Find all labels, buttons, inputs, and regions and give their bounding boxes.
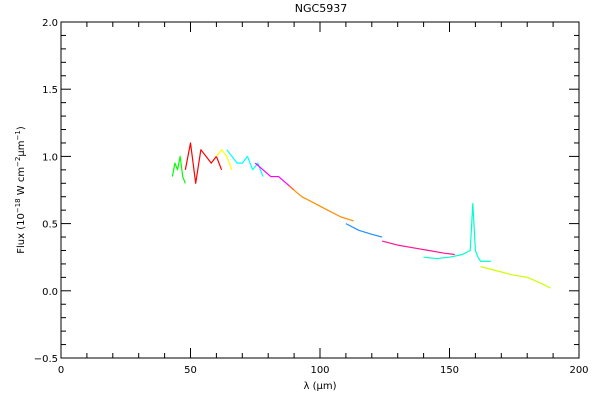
series-line-6 [288,185,354,222]
y-tick-label: 1.5 [42,85,58,96]
x-tick-label: 0 [58,365,64,376]
chart-title: NGC5937 [295,2,347,15]
series-layer [171,142,551,289]
series-line-4 [226,149,264,177]
ticks-layer [60,21,580,359]
y-tick-label: 0.5 [42,220,58,231]
y-label-exp1: −18 [14,198,22,213]
series-line-10 [480,266,551,289]
series-line-2 [184,142,223,184]
y-tick-label: 0.0 [42,287,58,298]
y-label-mid2: μm [16,140,27,156]
series-line-5 [254,162,295,191]
x-tick-label: 150 [440,365,459,376]
x-tick-label: 200 [569,365,588,376]
y-label-prefix: Flux (10 [16,213,27,254]
x-tick-label: 100 [310,365,329,376]
y-tick-label: 2.0 [42,18,58,29]
series-line-8 [382,240,455,256]
series-line-7 [345,223,383,238]
y-label-exp3: −1 [14,130,22,140]
y-label-suffix: ) [16,126,27,130]
series-line-3 [215,149,233,171]
y-tick-label: 1.0 [42,152,58,163]
y-label-mid: W cm [16,167,27,198]
x-axis-label: λ (μm) [303,381,336,392]
labels-layer: 0 50 100 150 200 −0.5 0.0 0.5 1.0 1.5 2.0 [34,18,589,376]
y-tick-label: −0.5 [34,354,58,365]
y-axis-label: Flux (10−18 W cm−2μm−1) [14,126,27,254]
x-tick-label: 50 [184,365,197,376]
y-label-exp2: −2 [14,157,22,167]
series-line-9 [423,202,491,262]
series-line-1 [171,155,186,184]
plot-frame [60,21,580,359]
